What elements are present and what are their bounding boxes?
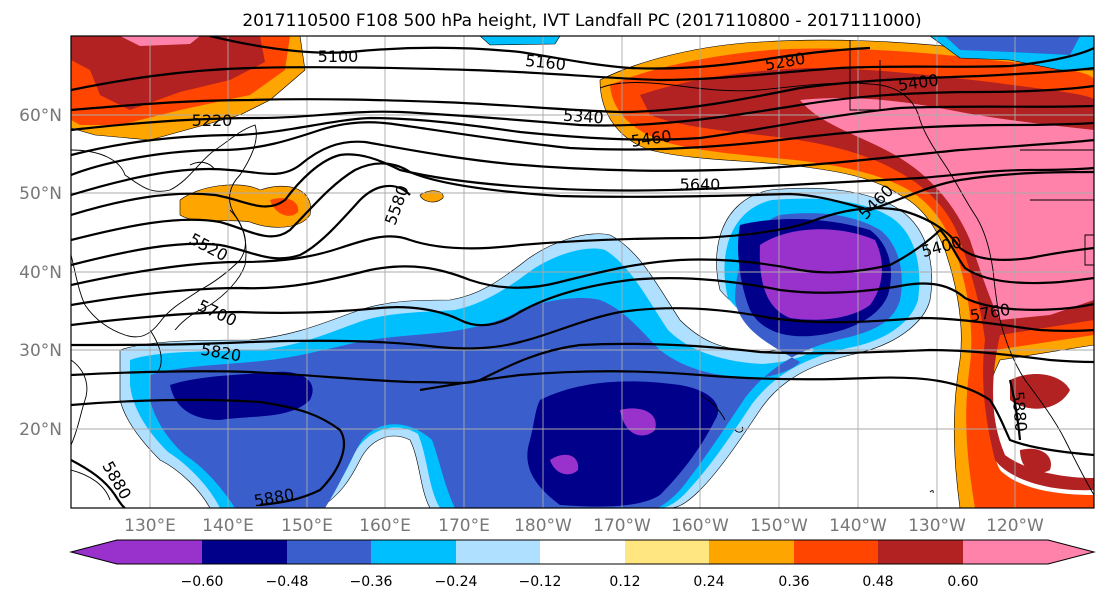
colorbar-tick-label: −0.36 [350,574,393,590]
colorbar-segment [456,540,540,564]
colorbar-tick-label: 0.24 [693,574,724,590]
lat-tick-label: 30°N [19,341,62,361]
colorbar-segment [371,540,456,564]
lat-tick-label: 50°N [19,184,62,204]
lat-tick-label: 20°N [19,420,62,440]
colorbar-tick-label: 0.48 [862,574,893,590]
colorbar-segment [794,540,878,564]
colorbar-tick-labels: −0.60 −0.48 −0.36 −0.24 −0.12 0.12 0.24 … [181,574,979,590]
colorbar-tick-label: 0.60 [947,574,978,590]
lon-tick-label: 180°W [514,516,572,536]
lon-tick-label: 160°E [359,516,411,536]
negative-anomaly-fields [119,36,1094,508]
height-contours [71,36,1094,508]
colorbar-segment [963,540,1094,564]
coastlines [71,40,1094,501]
lon-tick-label: 130°W [908,516,966,536]
map-area: 5100 5160 5280 5400 5220 5340 5460 5580 … [71,36,1094,511]
colorbar-segment [709,540,794,564]
contour-label: 5340 [562,106,604,128]
colorbar-segment [878,540,963,564]
colorbar-tick-label: −0.48 [266,574,309,590]
colorbar-segments [71,540,1094,564]
colorbar-segment [625,540,709,564]
lon-tick-label: 140°E [202,516,254,536]
colorbar-tick-label: −0.60 [181,574,224,590]
contour-label: 5880 [1008,390,1030,432]
colorbar-tick-label: −0.12 [519,574,562,590]
contour-label: 5880 [252,485,295,511]
colorbar-tick-label: 0.36 [778,574,809,590]
contour-label: 5160 [524,51,566,74]
lon-tick-label: 150°E [281,516,333,536]
lon-tick-label: 120°W [986,516,1044,536]
contour-label: 5100 [318,47,359,66]
contour-label: 5640 [680,175,721,194]
colorbar-outline [69,539,1096,565]
contour-label: 5220 [192,111,233,130]
colorbar-tick-label: 0.12 [609,574,640,590]
lat-tick-labels: 60°N 50°N 40°N 30°N 20°N [19,106,62,440]
lat-tick-label: 60°N [19,106,62,126]
lon-tick-label: 130°E [124,516,176,536]
colorbar-segment [540,540,625,564]
map-frame [70,35,1095,509]
lon-tick-label: 140°W [829,516,887,536]
colorbar-segment [287,540,371,564]
colorbar: −0.60 −0.48 −0.36 −0.24 −0.12 0.12 0.24 … [69,539,1096,590]
map-title: 2017110500 F108 500 hPa height, IVT Land… [242,11,921,31]
colorbar-tick-label: −0.24 [435,574,478,590]
lon-tick-label: 150°W [750,516,808,536]
lon-tick-labels: 130°E 140°E 150°E 160°E 170°E 180°W 170°… [124,516,1044,536]
lon-tick-label: 170°E [438,516,490,536]
lon-tick-label: 160°W [671,516,729,536]
lon-tick-label: 170°W [593,516,651,536]
gridlines [71,36,1094,508]
lat-tick-label: 40°N [19,263,62,283]
colorbar-segment [71,540,202,564]
colorbar-segment [202,540,287,564]
